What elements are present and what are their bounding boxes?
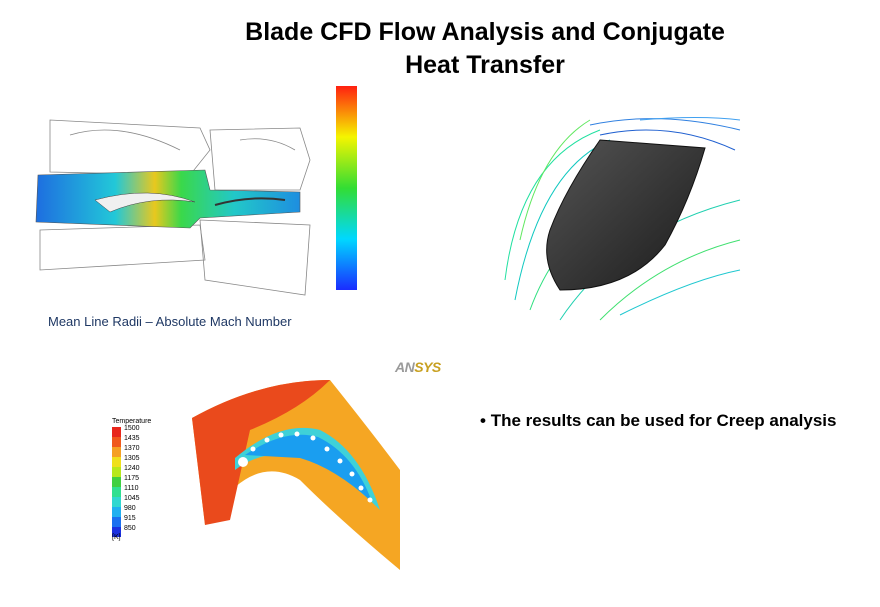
legend-swatch [112, 527, 121, 537]
blade-3d [546, 139, 706, 291]
legend-level: 1110 [124, 485, 139, 492]
legend-level: 915 [124, 515, 136, 522]
legend-level: 1175 [124, 475, 139, 482]
legend-title: Temperature [112, 418, 151, 425]
legend-swatch [112, 497, 121, 507]
logo-prefix: AN [395, 359, 415, 375]
logo: ANSYS [395, 359, 441, 375]
legend-swatch [112, 437, 121, 447]
mach-panel [39, 119, 311, 296]
legend-level: 1500 [124, 425, 140, 432]
legend-swatch [112, 467, 121, 477]
legend-swatch [112, 507, 121, 517]
legend-level: 1045 [124, 495, 140, 502]
legend-swatch [112, 487, 121, 497]
legend-swatch [112, 447, 121, 457]
streamlines [504, 117, 741, 321]
legend-unit: [K] [112, 534, 121, 541]
cooling-holes [238, 431, 373, 503]
legend-level: 1305 [124, 455, 140, 462]
legend-level: 850 [124, 525, 136, 532]
legend-swatch [112, 457, 121, 467]
mach-colorbar [336, 86, 357, 290]
logo-suffix: SYS [414, 359, 441, 375]
legend-level: 1240 [124, 465, 140, 472]
legend-swatch [112, 517, 121, 527]
bullet: • The results can be used for Creep anal… [480, 411, 837, 430]
title-line: Heat Transfer [405, 51, 565, 79]
bullet-text: The results can be used for Creep analys… [490, 411, 837, 430]
legend-swatch [112, 477, 121, 487]
legend-level: 1370 [124, 445, 140, 452]
caption: Mean Line Radii – Absolute Mach Number [48, 314, 292, 329]
temp-legend: 1500 1435 1370 1305 1240 1175 1110 1045 980 915 85… [112, 425, 140, 537]
legend-level: 1435 [124, 435, 140, 442]
title-line: Blade CFD Flow Analysis and Conjugate [245, 18, 725, 46]
legend-swatch [112, 427, 121, 437]
legend-level: 980 [124, 505, 136, 512]
